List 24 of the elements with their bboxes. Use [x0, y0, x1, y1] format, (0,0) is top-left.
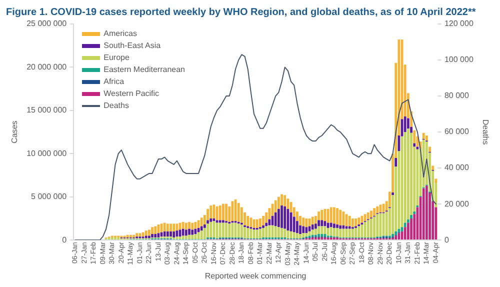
y2-tick-label: 80 000	[444, 91, 470, 100]
y2-axis-title: Deaths	[480, 119, 490, 145]
legend-label: Europe	[104, 52, 130, 64]
y-axis-title: Cases	[10, 120, 20, 144]
x-axis-title: Reported week commencing	[204, 271, 306, 280]
legend-label: South-East Asia	[104, 40, 161, 52]
y2-tick-label: 20 000	[444, 199, 470, 208]
y-tick-label: 15 000 000	[26, 106, 68, 115]
y2-tick-label: 120 000	[444, 19, 474, 28]
legend-label: Western Pacific	[104, 88, 160, 100]
y2-tick-label: 60 000	[444, 127, 470, 136]
y-tick-label: 5 000 000	[31, 192, 68, 202]
chart-title: Figure 1. COVID-19 cases reported weekly by WHO Region, and global deaths, as of 10 April 2022**	[6, 6, 476, 18]
legend-label: Deaths	[104, 100, 129, 112]
y-tick-label: 0	[62, 235, 68, 244]
y-tick-label: 25 000 000	[26, 19, 68, 28]
y2-tick-label: 40 000	[444, 163, 470, 172]
y-tick-label: 10 000 000	[26, 148, 68, 158]
y2-tick-label: 0	[444, 235, 450, 244]
y2-tick-label: 100 000	[444, 55, 474, 64]
legend-label: Eastern Mediterranean	[104, 64, 186, 76]
y-tick-label: 20 000 000	[26, 62, 68, 72]
legend-label: Americas	[104, 28, 137, 40]
legend-label: Africa	[104, 76, 124, 88]
